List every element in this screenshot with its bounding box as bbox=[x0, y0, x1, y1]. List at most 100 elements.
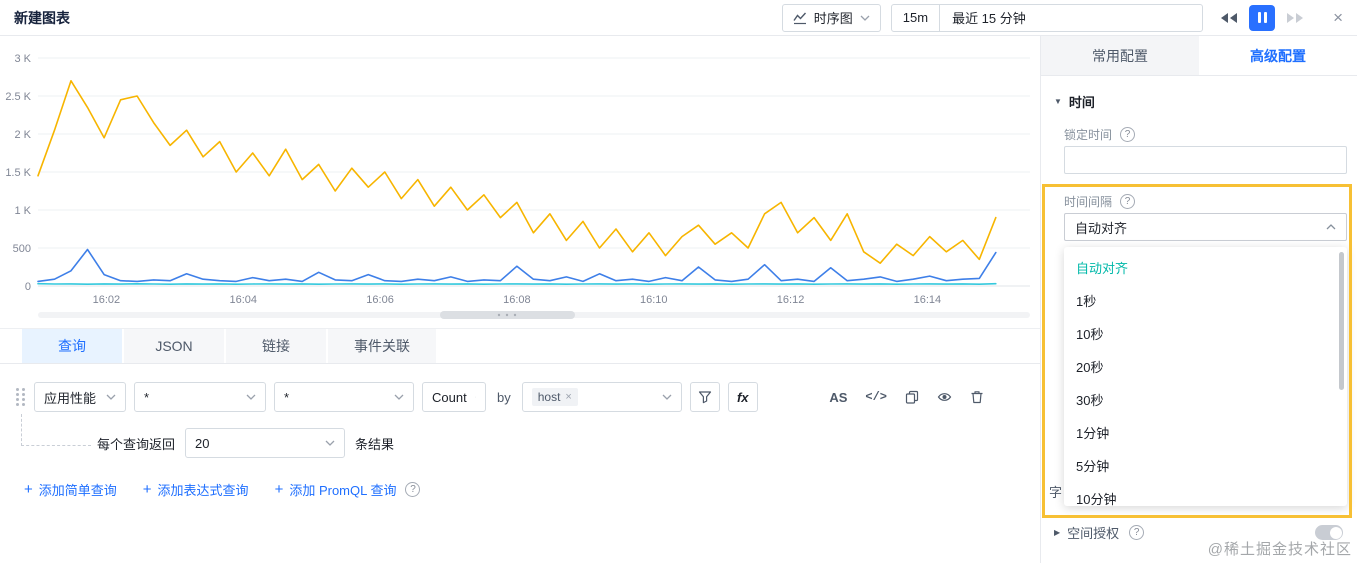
sub-filter-value: * bbox=[284, 389, 290, 405]
chevron-down-icon bbox=[860, 15, 870, 21]
tab-links[interactable]: 链接 bbox=[226, 329, 326, 363]
series-orange bbox=[37, 79, 997, 264]
help-icon[interactable]: ? bbox=[405, 482, 421, 497]
chevron-down-icon bbox=[106, 394, 116, 400]
caret-down-icon: ▼ bbox=[1054, 96, 1062, 106]
returns-suffix: 条结果 bbox=[355, 436, 395, 452]
pause-icon bbox=[1257, 12, 1261, 23]
fx-button[interactable]: fx bbox=[727, 382, 758, 412]
add-expression-query-link[interactable]: + 添加表达式查询 bbox=[143, 480, 249, 499]
drag-handle-icon[interactable] bbox=[16, 388, 26, 406]
interval-option[interactable]: 1秒 bbox=[1076, 294, 1097, 309]
time-section-label: 时间 bbox=[1068, 95, 1095, 110]
panel-tab-common[interactable]: 常用配置 bbox=[1041, 36, 1199, 75]
trash-icon bbox=[971, 391, 983, 404]
lock-time-input[interactable] bbox=[1064, 146, 1347, 174]
groupby-tag: host × bbox=[531, 388, 578, 406]
y-axis-tick-label: 1 K bbox=[14, 205, 31, 217]
fx-label: fx bbox=[736, 389, 749, 405]
groupby-select[interactable]: host × bbox=[521, 382, 682, 412]
interval-option[interactable]: 10秒 bbox=[1076, 327, 1104, 342]
y-axis-tick-label: 2 K bbox=[14, 129, 31, 141]
returns-count-value: 20 bbox=[195, 435, 210, 451]
topbar: 新建图表 时序图 15m 最近 15 分钟 × bbox=[0, 0, 1357, 36]
chart-editor-main: 3 K 2.5 K 2 K 1.5 K 1 K 500 0 16:02 16:04 16:06 16… bbox=[0, 36, 1040, 563]
interval-label: 时间间隔 bbox=[1064, 195, 1113, 209]
pause-button[interactable] bbox=[1249, 4, 1276, 31]
space-auth-section-header[interactable]: ▶ 空间授权 ? bbox=[1054, 523, 1145, 542]
time-range-group: 15m 最近 15 分钟 bbox=[890, 3, 1204, 32]
timeseries-chart[interactable]: 3 K 2.5 K 2 K 1.5 K 1 K 500 0 16:02 16:04 16:06 16… bbox=[0, 36, 1040, 328]
space-auth-toggle[interactable] bbox=[1315, 525, 1343, 540]
x-axis-tick-label: 16:04 bbox=[229, 294, 257, 306]
help-icon[interactable]: ? bbox=[1120, 127, 1136, 142]
rewind-button[interactable] bbox=[1217, 6, 1241, 30]
x-axis-tick-label: 16:02 bbox=[93, 294, 121, 306]
filter-button[interactable] bbox=[689, 382, 720, 412]
copy-icon bbox=[905, 390, 919, 404]
funnel-icon bbox=[698, 391, 711, 404]
tab-json[interactable]: JSON bbox=[124, 329, 224, 363]
interval-select[interactable]: 自动对齐 bbox=[1064, 213, 1347, 241]
interval-dropdown-list: 自动对齐 1秒 10秒 20秒 30秒 1分钟 5分钟 10分钟 bbox=[1064, 247, 1347, 506]
playback-controls bbox=[1217, 4, 1307, 31]
chart-type-select[interactable]: 时序图 bbox=[781, 3, 881, 32]
series-cyan bbox=[37, 282, 997, 285]
panel-tab-advanced[interactable]: 高级配置 bbox=[1199, 36, 1357, 75]
tab-query[interactable]: 查询 bbox=[22, 329, 122, 363]
datasource-select[interactable]: 应用性能 bbox=[34, 382, 126, 412]
interval-option[interactable]: 自动对齐 bbox=[1076, 261, 1129, 276]
interval-option[interactable]: 1分钟 bbox=[1076, 426, 1110, 441]
returns-count-select[interactable]: 20 bbox=[185, 428, 346, 458]
aggregation-value: Count bbox=[432, 389, 467, 405]
close-icon[interactable]: × bbox=[1333, 8, 1343, 27]
chevron-up-icon bbox=[1326, 224, 1336, 230]
connector-line bbox=[21, 414, 91, 446]
chevron-down-icon bbox=[325, 440, 335, 446]
tab-event-correlation[interactable]: 事件关联 bbox=[328, 329, 436, 363]
toggle-knob bbox=[1329, 526, 1342, 539]
query-row: 应用性能 * * Count by host bbox=[16, 382, 1024, 412]
lock-time-label: 锁定时间 bbox=[1064, 128, 1113, 142]
watermark: @稀土掘金技术社区 bbox=[1207, 541, 1352, 558]
config-panel-tabs: 常用配置 高级配置 bbox=[1041, 36, 1357, 76]
by-label: by bbox=[497, 389, 511, 405]
chevron-down-icon bbox=[474, 396, 476, 398]
interval-option[interactable]: 5分钟 bbox=[1076, 459, 1110, 474]
interval-option[interactable]: 10分钟 bbox=[1076, 492, 1117, 506]
add-simple-query-link[interactable]: + 添加简单查询 bbox=[24, 480, 117, 499]
topbar-controls: 时序图 15m 最近 15 分钟 × bbox=[781, 3, 1343, 32]
visibility-button[interactable] bbox=[937, 390, 952, 404]
metric-filter-select[interactable]: * bbox=[134, 382, 266, 412]
time-range-input[interactable]: 最近 15 分钟 bbox=[952, 11, 1026, 26]
interval-option[interactable]: 20秒 bbox=[1076, 360, 1104, 375]
chevron-down-icon bbox=[662, 394, 672, 400]
y-axis-tick-label: 500 bbox=[13, 243, 31, 255]
code-view-button[interactable]: </> bbox=[865, 390, 887, 404]
add-link-label: 添加 PromQL 查询 bbox=[289, 483, 397, 498]
tag-remove-icon[interactable]: × bbox=[565, 391, 572, 403]
help-icon[interactable]: ? bbox=[1120, 194, 1136, 209]
forward-button[interactable] bbox=[1283, 6, 1307, 30]
time-section-header[interactable]: ▼ 时间 bbox=[1054, 92, 1095, 111]
time-shortcut-badge[interactable]: 15m bbox=[892, 4, 941, 31]
y-axis-tick-label: 1.5 K bbox=[5, 167, 31, 179]
x-axis-tick-label: 16:14 bbox=[914, 294, 942, 306]
aggregation-select[interactable]: Count bbox=[422, 382, 486, 412]
fast-forward-icon bbox=[1287, 12, 1304, 23]
dropdown-scrollbar[interactable] bbox=[1339, 252, 1344, 390]
alias-button[interactable]: AS bbox=[829, 389, 848, 405]
query-section: 应用性能 * * Count by host bbox=[0, 364, 1040, 499]
pause-icon bbox=[1263, 12, 1267, 23]
duplicate-button[interactable] bbox=[905, 390, 919, 404]
help-icon[interactable]: ? bbox=[1129, 525, 1145, 540]
delete-button[interactable] bbox=[970, 390, 984, 404]
add-promql-query-link[interactable]: + 添加 PromQL 查询? bbox=[275, 480, 421, 499]
sub-filter-select[interactable]: * bbox=[274, 382, 414, 412]
x-axis-tick-label: 16:12 bbox=[777, 294, 805, 306]
x-axis-tick-label: 16:08 bbox=[503, 294, 531, 306]
interval-label-row: 时间间隔 ? bbox=[1064, 193, 1136, 210]
interval-option[interactable]: 30秒 bbox=[1076, 393, 1104, 408]
plus-icon: + bbox=[24, 481, 33, 498]
space-auth-label: 空间授权 bbox=[1067, 526, 1120, 541]
